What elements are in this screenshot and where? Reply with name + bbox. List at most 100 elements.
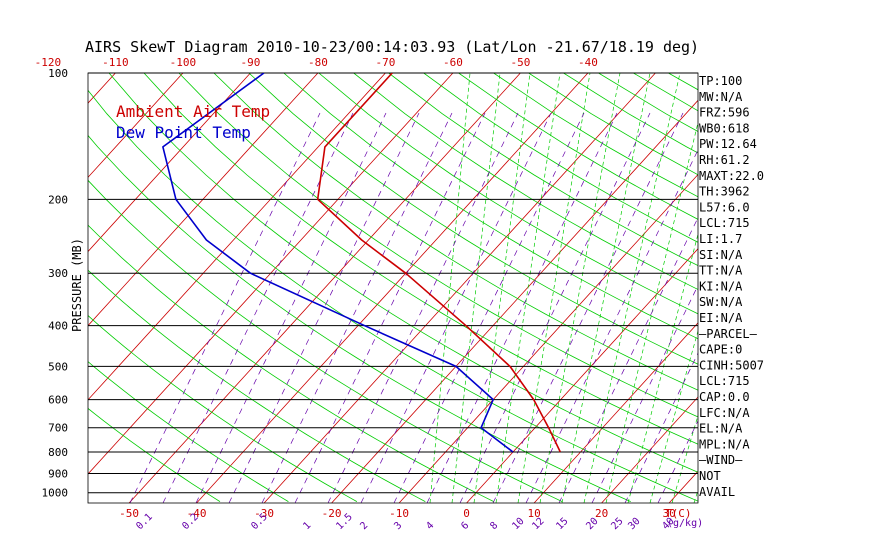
stat-line: FRZ:596 [699,106,750,120]
mixing-ratio-line [327,112,519,503]
stat-line: RH:61.2 [699,153,750,167]
bottom-temp-tick-label: 0 [463,507,470,520]
chart-title: AIRS SkewT Diagram 2010-10-23/00:14:03.9… [85,38,699,56]
isotherm-line [88,73,116,104]
pressure-tick-label: 800 [48,446,68,459]
isotherm-line [398,173,698,503]
stat-line: EL:N/A [699,422,743,436]
isotherm-line [466,248,698,503]
dry-adiabat-line [353,73,698,290]
mixing-ratio-tick-label: 2 [358,520,370,532]
top-temp-tick-label: -110 [102,56,129,69]
stat-line: AVAIL [699,485,735,499]
dry-adiabat-line [88,269,426,502]
mixing-ratio-tick-label: 8 [488,520,500,532]
pressure-tick-label: 500 [48,360,68,373]
bottom-temp-tick-label: 20 [595,507,608,520]
top-temp-tick-label: -90 [240,56,260,69]
isobar-lines [87,72,699,504]
dry-adiabat-line [88,134,631,502]
top-temp-tick-label: -120 [35,56,62,69]
legend-ambient-air-temp: Ambient Air Temp [116,102,270,121]
stat-line: LCL:715 [699,216,750,230]
top-temp-tick-label: -70 [375,56,395,69]
plot-frame [87,72,699,504]
mixing-ratio-tick-label: 30 [626,516,642,532]
isotherm-line [88,73,184,178]
mixing-ratio-tick-label: 6 [459,520,471,532]
isotherm-line [804,73,870,503]
pressure-tick-label: 600 [48,394,68,407]
stat-line: SI:N/A [699,248,743,262]
stat-line: KI:N/A [699,279,743,293]
isotherm-line [263,73,656,503]
mixing-ratio-line [261,112,453,503]
mixing-ratio-tick-label: 4 [424,520,436,532]
pressure-tick-label: 100 [48,67,68,80]
mixing-ratio-line [195,112,387,503]
isotherm-line [128,73,521,503]
moist-adiabat-line [605,121,698,503]
top-temp-tick-label: -50 [510,56,530,69]
mixing-ratio-line [129,112,321,503]
profile-lines [162,73,562,453]
stat-line: SW:N/A [699,295,743,309]
stat-line: TP:100 [699,74,742,88]
mixing-ratio-line [360,112,552,503]
mixing-ratio-tick-label: 3 [392,520,404,532]
mixing-ratio-tick-label: 15 [554,516,570,532]
pressure-tick-label: 400 [48,320,68,333]
bottom-temp-tick-label: 10 [527,507,540,520]
dry-adiabat-line [88,361,289,502]
top-temp-tick-label: -100 [170,56,197,69]
pressure-tick-label: 200 [48,193,68,206]
stat-line: PW:12.64 [699,137,757,151]
top-temp-tick-label: -60 [443,56,463,69]
stat-line: MAXT:22.0 [699,169,764,183]
stat-line: TH:3962 [699,185,750,199]
stat-line: MW:N/A [699,90,743,104]
pressure-tick-label: 300 [48,267,68,280]
mixing-ratio-tick-label: 25 [609,516,625,532]
bottom-temp-tick-label: -10 [389,507,409,520]
moist-adiabat-line [429,73,471,503]
stat-line: CAPE:0 [699,343,742,357]
dry-adiabat-line [88,89,698,502]
mixing-ratio-tick-label: 10 [510,516,526,532]
dry-adiabat-line [248,73,698,365]
dry-adiabat-line [143,73,698,445]
dry-adiabat-line [423,73,698,243]
mixing-ratio-unit-label: (g/kg) [667,518,703,529]
dry-adiabat-line [388,73,698,267]
isotherm-line [88,73,386,401]
moist-adiabat-line [539,73,621,503]
dew-point-temp-line [162,73,514,453]
stat-line: —PARCEL— [699,327,758,341]
isotherm-line [88,73,251,253]
stat-line: LI:1.7 [699,232,742,246]
stat-line: NOT [699,469,721,483]
stat-line: CINH:5007 [699,358,764,372]
moist-adiabat-line [473,73,531,503]
mixing-ratio-line [525,149,698,503]
stat-line: LFC:N/A [699,406,750,420]
isotherm-line [0,73,48,503]
mixing-ratio-line [228,112,420,503]
mixing-ratio-line [393,112,585,503]
bottom-temp-tick-label: 30 [662,507,675,520]
stat-line: WB0:618 [699,121,750,135]
bottom-temp-tick-label: -50 [119,507,139,520]
moist-adiabat-line [517,73,591,503]
bottom-temp-tick-label: -40 [187,507,207,520]
dry-adiabat-line [88,315,358,502]
isotherm-line [88,73,454,475]
dry-adiabat-line [88,224,494,502]
dry-adiabat-line [318,73,698,315]
bottom-temp-tick-label: -20 [322,507,342,520]
dry-adiabat-line [213,73,698,391]
pressure-tick-label: 700 [48,422,68,435]
temp-unit-label: T(C) [665,507,692,520]
